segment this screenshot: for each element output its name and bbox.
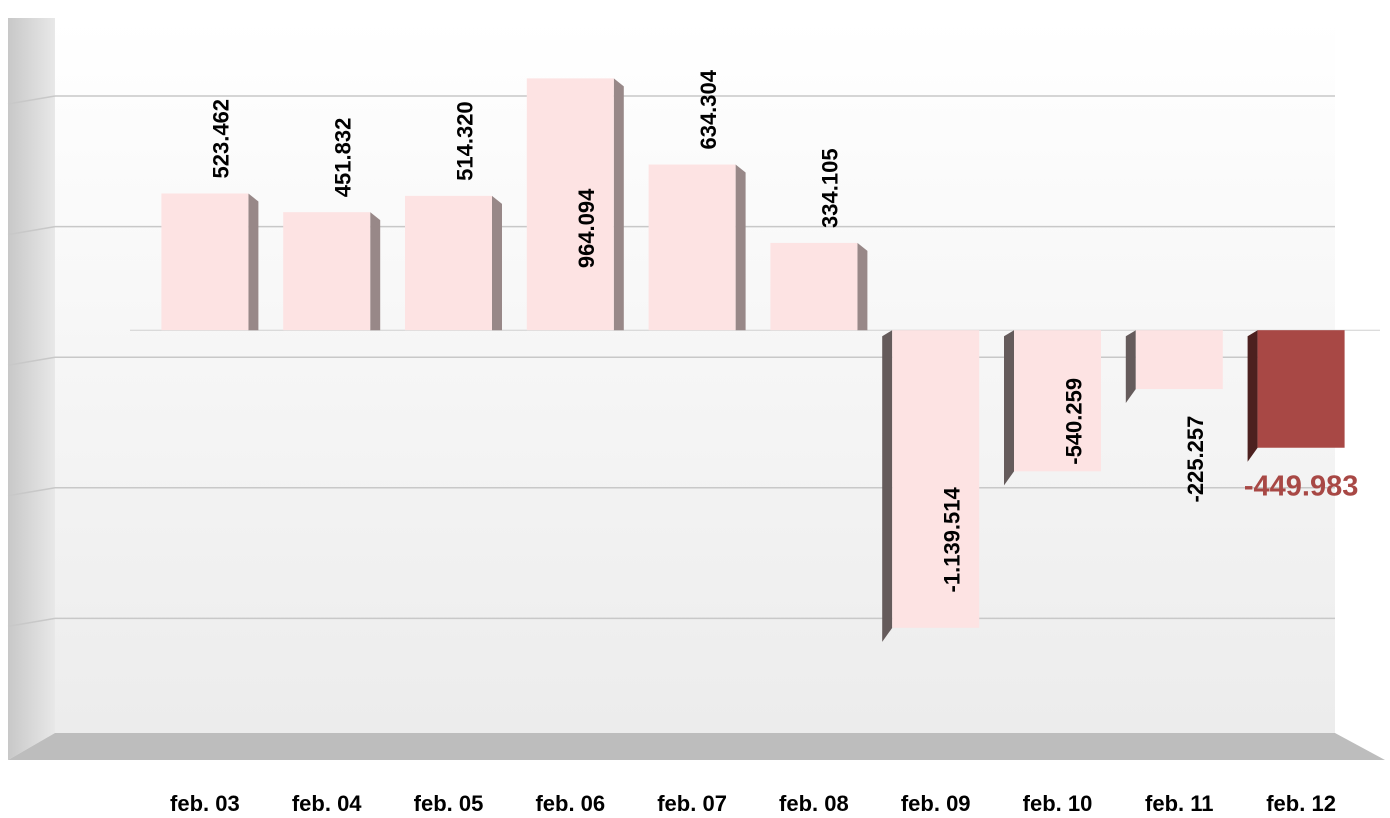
bar-side	[735, 164, 746, 331]
value-label: -1.139.514	[940, 486, 965, 592]
grid-line-side	[7, 225, 56, 236]
bar	[1135, 330, 1223, 390]
value-label: 964.094	[574, 188, 599, 268]
grid-line-side	[7, 95, 56, 105]
bar	[161, 193, 249, 331]
floor	[8, 733, 1385, 760]
bar-side	[1004, 330, 1014, 486]
value-label: -225.257	[1183, 416, 1208, 503]
bar-side	[370, 212, 381, 331]
x-tick-label: feb. 07	[657, 791, 727, 816]
bar	[1014, 330, 1101, 472]
x-tick-label: feb. 05	[414, 791, 484, 816]
x-tick-label: feb. 08	[779, 791, 849, 816]
bar-side	[882, 330, 893, 642]
value-label: 634.304	[696, 69, 721, 149]
value-label: -540.259	[1061, 378, 1086, 465]
x-tick-label: feb. 06	[535, 791, 605, 816]
value-label: 514.320	[452, 101, 477, 181]
x-tick-label: feb. 03	[170, 791, 240, 816]
bar	[648, 164, 736, 331]
bar	[1257, 330, 1345, 448]
x-tick-label: feb. 10	[1023, 791, 1093, 816]
bar-side	[857, 242, 868, 331]
value-label: 451.832	[331, 118, 356, 198]
value-label: -449.983	[1244, 470, 1359, 502]
grid-line-side	[7, 487, 56, 497]
bar-side	[1247, 330, 1258, 462]
side-wall	[8, 18, 55, 760]
grid-line-side	[7, 356, 56, 366]
back-wall	[55, 18, 1335, 733]
x-tick-label: feb. 09	[901, 791, 971, 816]
bar	[283, 212, 371, 331]
bar-side	[613, 78, 624, 331]
value-label: 523.462	[209, 99, 234, 179]
bar	[892, 330, 980, 628]
bar	[405, 195, 492, 331]
x-tick-label: feb. 04	[292, 791, 362, 816]
bar-side	[492, 195, 502, 331]
value-label: 334.105	[818, 148, 843, 228]
bar-side	[1125, 330, 1136, 404]
grid-line-side	[7, 617, 56, 628]
x-tick-label: feb. 12	[1266, 791, 1336, 816]
bar	[526, 78, 614, 331]
bar	[770, 242, 858, 331]
x-tick-label: feb. 11	[1145, 791, 1213, 816]
bar-side	[248, 193, 259, 331]
